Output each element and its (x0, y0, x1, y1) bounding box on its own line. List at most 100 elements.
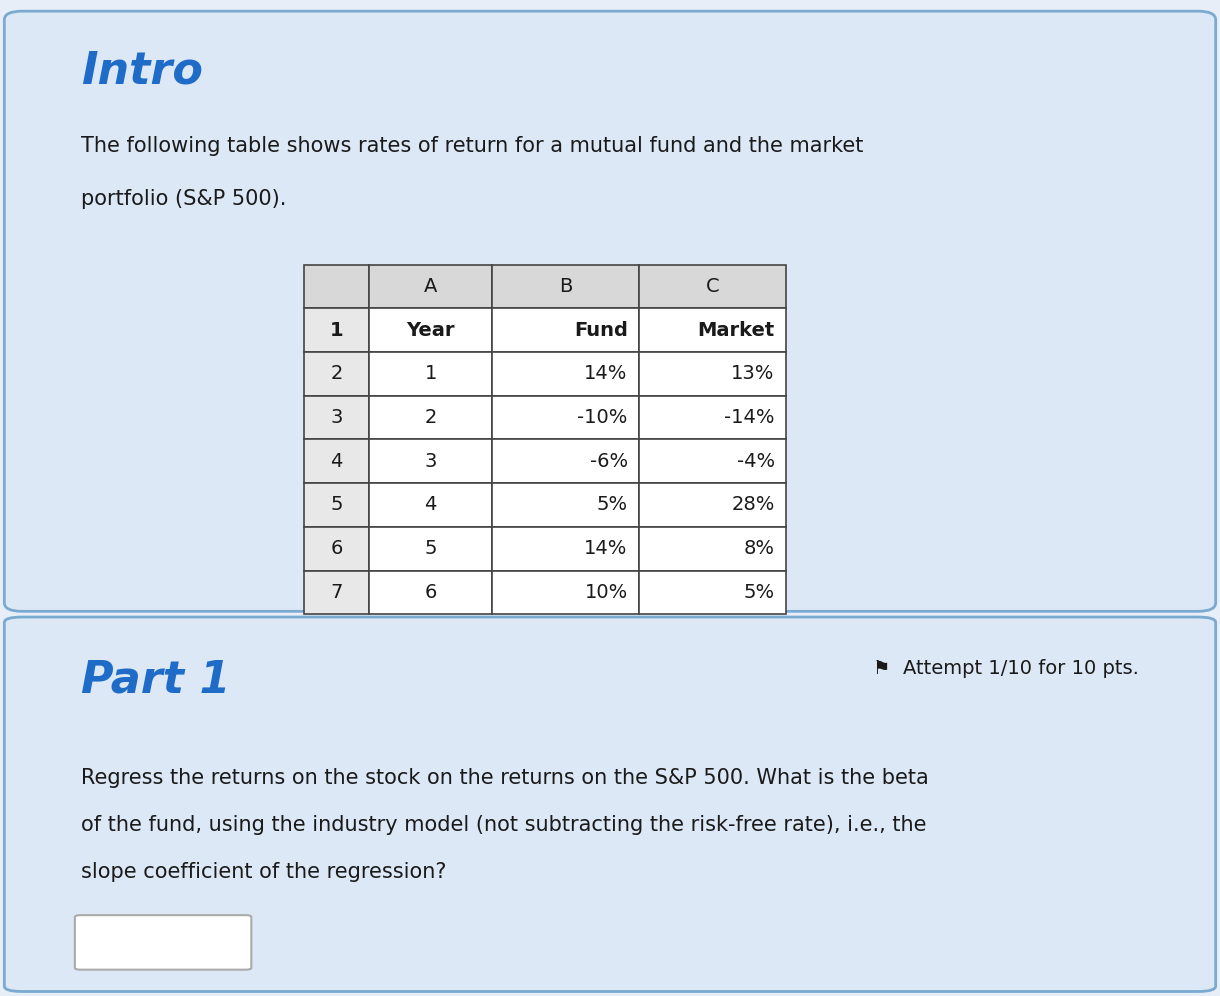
Text: 4: 4 (331, 452, 343, 471)
Text: 8%: 8% (744, 539, 775, 558)
Bar (639, 439, 787, 483)
Bar (368, 395, 493, 439)
Text: -6%: -6% (589, 452, 627, 471)
Bar (304, 395, 368, 439)
Bar (639, 352, 787, 395)
Bar (304, 352, 368, 395)
Bar (493, 352, 639, 395)
Bar (493, 352, 639, 395)
Text: 5%: 5% (597, 495, 627, 515)
Bar (304, 265, 368, 309)
Text: The following table shows rates of return for a mutual fund and the market: The following table shows rates of retur… (81, 136, 863, 156)
Bar (639, 527, 787, 571)
Text: 13%: 13% (731, 365, 775, 383)
Text: C: C (706, 277, 720, 296)
Text: 3: 3 (425, 452, 437, 471)
Text: 4: 4 (425, 495, 437, 515)
Bar (368, 439, 493, 483)
Bar (639, 265, 787, 309)
Bar (493, 527, 639, 571)
Bar (639, 309, 787, 352)
Bar (368, 527, 493, 571)
Bar (304, 309, 368, 352)
Bar (368, 483, 493, 527)
Bar (493, 483, 639, 527)
FancyBboxPatch shape (5, 618, 1215, 991)
Text: 14%: 14% (584, 365, 627, 383)
Text: -4%: -4% (737, 452, 775, 471)
Text: 6: 6 (425, 583, 437, 602)
Text: Year: Year (406, 321, 455, 340)
Text: 3: 3 (331, 408, 343, 427)
Text: 1: 1 (329, 321, 343, 340)
Bar (639, 483, 787, 527)
Text: 5%: 5% (743, 583, 775, 602)
Text: portfolio (S&P 500).: portfolio (S&P 500). (81, 189, 287, 209)
Text: 10%: 10% (584, 583, 627, 602)
Bar (368, 571, 493, 615)
Bar (304, 571, 368, 615)
Bar (639, 395, 787, 439)
Bar (368, 527, 493, 571)
Bar (368, 265, 493, 309)
Bar (493, 265, 639, 309)
Text: Part 1: Part 1 (81, 659, 231, 702)
Text: slope coefficient of the regression?: slope coefficient of the regression? (81, 863, 447, 882)
Bar (493, 527, 639, 571)
Bar (493, 571, 639, 615)
Text: Regress the returns on the stock on the returns on the S&P 500. What is the beta: Regress the returns on the stock on the … (81, 768, 928, 788)
Bar (493, 395, 639, 439)
Bar (493, 483, 639, 527)
Bar (639, 571, 787, 615)
Text: 7: 7 (331, 583, 343, 602)
Bar (639, 571, 787, 615)
Bar (493, 571, 639, 615)
Bar (493, 265, 639, 309)
Bar (304, 571, 368, 615)
Bar (304, 483, 368, 527)
Text: 2: 2 (425, 408, 437, 427)
Bar (639, 265, 787, 309)
Bar (304, 527, 368, 571)
Text: 14%: 14% (584, 539, 627, 558)
Text: 5: 5 (425, 539, 437, 558)
Bar (639, 439, 787, 483)
Bar (304, 527, 368, 571)
Bar (304, 309, 368, 352)
Bar (639, 527, 787, 571)
Bar (639, 483, 787, 527)
Bar (368, 439, 493, 483)
FancyBboxPatch shape (74, 915, 251, 970)
Bar (304, 395, 368, 439)
Bar (639, 352, 787, 395)
Bar (304, 265, 368, 309)
Bar (304, 439, 368, 483)
FancyBboxPatch shape (5, 11, 1215, 612)
Text: Market: Market (698, 321, 775, 340)
Bar (368, 571, 493, 615)
Bar (368, 309, 493, 352)
Bar (639, 395, 787, 439)
Bar (368, 352, 493, 395)
Text: A: A (425, 277, 437, 296)
Bar (493, 309, 639, 352)
Text: 28%: 28% (731, 495, 775, 515)
Bar (304, 483, 368, 527)
Bar (304, 439, 368, 483)
Text: 1: 1 (425, 365, 437, 383)
Text: Intro: Intro (81, 49, 203, 92)
Bar (493, 395, 639, 439)
Bar (493, 309, 639, 352)
Bar (368, 309, 493, 352)
Text: B: B (559, 277, 572, 296)
Text: 2: 2 (331, 365, 343, 383)
Bar (368, 395, 493, 439)
Bar (368, 483, 493, 527)
Text: ⚑  Attempt 1/10 for 10 pts.: ⚑ Attempt 1/10 for 10 pts. (874, 659, 1139, 678)
Bar (304, 352, 368, 395)
Bar (368, 352, 493, 395)
Bar (639, 309, 787, 352)
Bar (368, 265, 493, 309)
Text: 5: 5 (331, 495, 343, 515)
Text: Fund: Fund (573, 321, 627, 340)
